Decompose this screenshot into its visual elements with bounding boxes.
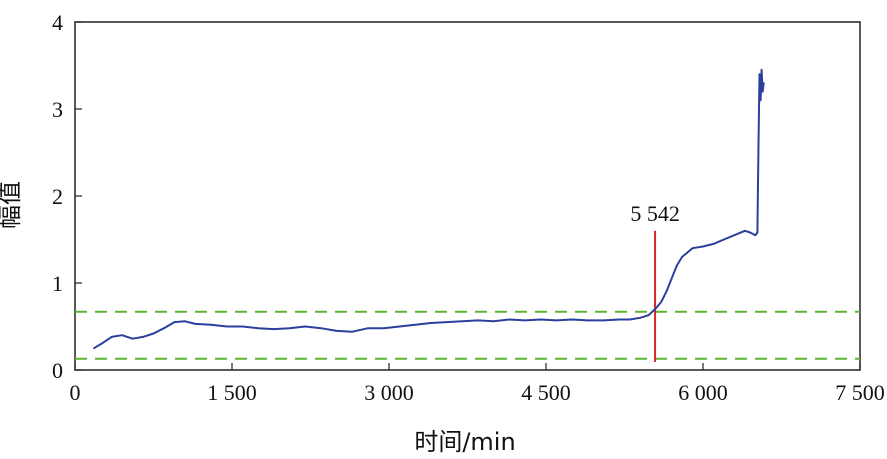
data-point [492, 320, 495, 323]
data-point [225, 325, 228, 328]
data-point [602, 319, 605, 322]
data-point [184, 320, 186, 323]
data-point [639, 317, 641, 319]
y-tick-label: 2 [52, 184, 63, 209]
data-point [555, 319, 558, 322]
data-point [100, 343, 102, 345]
reference-lines: 5 542 [75, 201, 860, 362]
y-axis-title: 幅值 [0, 181, 24, 229]
data-point [461, 320, 464, 323]
data-point [756, 231, 759, 234]
data-point [686, 251, 689, 254]
y-axis-ticks: 0 1 2 3 4 [52, 10, 82, 383]
data-point [754, 234, 757, 236]
data-point [676, 264, 678, 267]
data-point [571, 318, 573, 321]
plot-frame [74, 21, 861, 371]
data-point [288, 327, 291, 330]
data-point [702, 245, 704, 248]
data-point [749, 231, 751, 234]
data-point [665, 290, 668, 293]
data-point [351, 330, 354, 333]
data-point [712, 243, 715, 245]
data-point [304, 325, 307, 328]
data-point [173, 321, 176, 323]
data-point [744, 230, 746, 232]
data-point [93, 347, 95, 350]
data-point [335, 330, 338, 332]
x-tick-label: 3 000 [364, 380, 414, 405]
data-point [241, 325, 244, 328]
data-point [762, 82, 765, 84]
data-point [508, 318, 511, 321]
y-tick-label: 1 [52, 271, 63, 296]
data-point [691, 247, 694, 249]
data-point [414, 323, 416, 326]
data-point [142, 336, 144, 338]
x-tick-label: 7 500 [835, 380, 885, 405]
data-point [477, 319, 479, 322]
data-point [131, 337, 134, 340]
data-point [761, 90, 764, 93]
data-point [660, 301, 662, 303]
data-point [733, 234, 736, 236]
data-point [618, 318, 621, 321]
data-point [681, 256, 683, 258]
data-point [257, 327, 259, 330]
data-point [194, 323, 197, 325]
data-point [723, 238, 725, 241]
marker-label: 5 542 [630, 201, 680, 226]
data-point [757, 143, 760, 145]
data-point [398, 325, 401, 328]
x-tick-label: 0 [70, 380, 81, 405]
data-point [628, 318, 631, 321]
y-tick-label: 0 [52, 358, 63, 383]
data-point [273, 328, 275, 330]
data-point [382, 327, 385, 330]
data-point [654, 308, 656, 310]
x-tick-label: 6 000 [678, 380, 728, 405]
y-tick-label: 3 [52, 97, 63, 122]
data-point [670, 277, 673, 280]
data-point [367, 327, 369, 330]
data-point [320, 327, 322, 330]
x-tick-label: 4 500 [521, 380, 571, 405]
data-point [758, 73, 761, 75]
data-point [759, 99, 762, 102]
data-point [445, 321, 448, 323]
y-tick-label: 4 [52, 10, 63, 35]
data-point [110, 336, 113, 338]
x-tick-label: 1 500 [207, 380, 257, 405]
data-point [430, 322, 432, 324]
data-point [647, 314, 650, 316]
data-point [760, 69, 763, 71]
x-axis-title: 时间/min [414, 428, 515, 456]
data-point [539, 318, 542, 321]
data-point [163, 327, 165, 330]
x-axis-ticks: 0 1 500 3 000 4 500 6 000 7 500 [70, 363, 885, 405]
data-point [152, 332, 155, 335]
data-point [210, 323, 212, 326]
data-point [121, 334, 123, 337]
series-layer [93, 68, 765, 350]
data-point [587, 319, 589, 322]
data-point [524, 319, 526, 322]
